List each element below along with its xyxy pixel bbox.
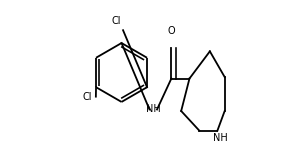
Text: Cl: Cl [83,92,92,102]
Text: NH: NH [146,104,160,114]
Text: O: O [168,26,175,36]
Text: NH: NH [213,133,228,143]
Text: Cl: Cl [111,16,121,26]
